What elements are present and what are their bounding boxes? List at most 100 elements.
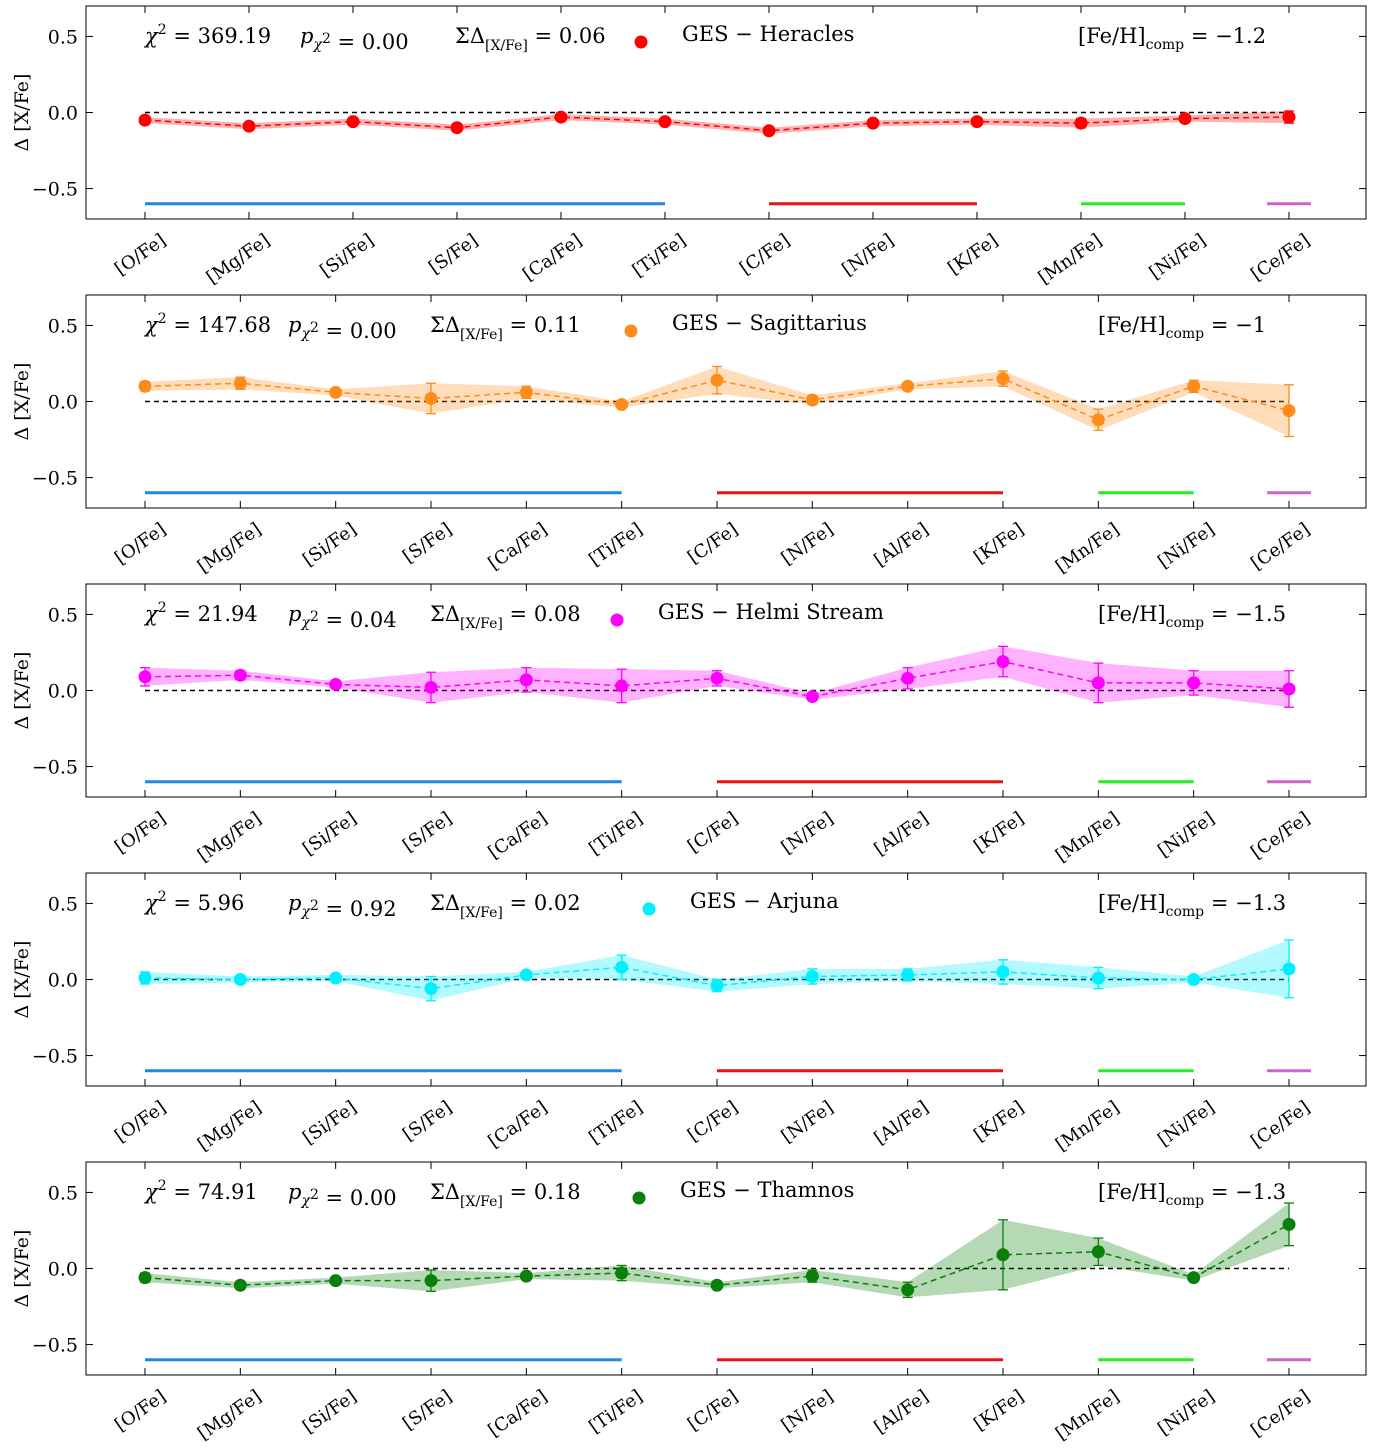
sum-symbol: ΣΔ [455,24,485,48]
data-point [762,124,776,138]
legend-marker [632,1191,646,1205]
data-point [138,113,152,127]
ytick-label: −0.5 [32,468,78,490]
sum-symbol: ΣΔ [430,602,460,626]
xtick-label: [Ce/Fe] [1247,808,1314,863]
feh-comp-annotation: [Fe/H]comp = −1.2 [1078,24,1266,53]
data-point [329,677,343,691]
data-point [1282,110,1296,124]
xtick-label: [Si/Fe] [316,230,377,282]
data-point [1091,971,1105,985]
xtick-label: [Ni/Fe] [1146,230,1210,284]
data-point [233,668,247,682]
sum-delta-value: 0.08 [534,602,581,626]
xtick-label: [C/Fe] [684,1386,742,1435]
data-point [615,960,629,974]
p-equals: = [319,319,350,343]
xtick-label: [K/Fe] [970,1097,1028,1146]
xtick-label: [S/Fe] [399,519,456,568]
xtick-label: [Si/Fe] [299,1386,360,1438]
data-point [1091,413,1105,427]
data-point [1282,1217,1296,1231]
feh-equals: = [1204,313,1235,337]
xtick-label: [N/Fe] [778,1386,838,1436]
legend-marker [642,902,656,916]
xtick-label: [K/Fe] [970,1386,1028,1435]
xtick-label: [Ca/Fe] [484,1097,551,1153]
feh-comp-annotation: [Fe/H]comp = −1.3 [1098,1180,1286,1209]
series-line [144,116,1290,132]
xtick-label: [Ti/Fe] [629,230,690,282]
ytick-label: 0.5 [48,1182,78,1204]
data-point [710,671,724,685]
sum-equals: = [528,24,559,48]
data-point [1187,676,1201,690]
xtick-label: [O/Fe] [111,1386,170,1436]
xtick-label: [K/Fe] [970,808,1028,857]
p-equals: = [319,1186,350,1210]
legend-marker [610,613,624,627]
xtick-label: [K/Fe] [970,519,1028,568]
feh-subscript: comp [1166,904,1205,920]
p-symbol: p [288,1180,301,1204]
sum-delta-annotation: ΣΔ[X/Fe] = 0.02 [430,891,581,921]
chi-equals: = [167,602,198,626]
p-subscript: χ [312,37,323,53]
p-subscript-exp: 2 [322,31,331,47]
xtick-label: [Mn/Fe] [1052,1386,1123,1445]
data-point [805,393,819,407]
p-subscript-exp: 2 [310,898,319,914]
xtick-label: [Ce/Fe] [1247,1386,1314,1441]
ytick-label: −0.5 [32,1046,78,1068]
chi-equals: = [167,1180,198,1204]
p-value-annotation: pχ2 = 0.00 [300,24,409,54]
xtick-label: [Al/Fe] [870,1097,932,1149]
xtick-label: [Mg/Fe] [194,808,265,867]
data-point [710,979,724,993]
data-point [615,679,629,693]
sum-equals: = [503,891,534,915]
xtick-label: [C/Fe] [684,808,742,857]
chi-squared-value: 369.19 [198,24,271,48]
data-point [615,398,629,412]
data-point [1282,404,1296,418]
legend-label: GES − Thamnos [680,1178,854,1202]
data-point [233,376,247,390]
legend-label: GES − Helmi Stream [658,600,884,624]
p-value-annotation: pχ2 = 0.00 [288,1180,397,1210]
xtick-label: [S/Fe] [399,1097,456,1146]
legend-marker [624,324,638,338]
sum-delta-value: 0.06 [559,24,606,48]
xtick-label: [N/Fe] [778,808,838,858]
data-point [424,1274,438,1288]
sum-delta-annotation: ΣΔ[X/Fe] = 0.11 [430,313,581,343]
feh-equals: = [1184,24,1215,48]
xtick-label: [Ce/Fe] [1247,230,1314,285]
p-value-annotation: pχ2 = 0.04 [288,602,397,632]
ytick-label: 0.5 [48,315,78,337]
xtick-label: [Mg/Fe] [194,1386,265,1445]
xtick-label: [O/Fe] [111,1097,170,1147]
xtick-label: [K/Fe] [944,230,1002,279]
sum-equals: = [503,313,534,337]
data-point [242,119,256,133]
chi-exponent: 2 [158,311,167,327]
xtick-label: [N/Fe] [778,519,838,569]
feh-subscript: comp [1146,37,1185,53]
feh-comp-annotation: [Fe/H]comp = −1.5 [1098,602,1286,631]
xtick-label: [C/Fe] [684,519,742,568]
xtick-label: [Mg/Fe] [194,519,265,578]
data-point [233,1278,247,1292]
sum-symbol: ΣΔ [430,1180,460,1204]
data-point [1091,676,1105,690]
data-point [1074,116,1088,130]
xtick-label: [Ce/Fe] [1247,519,1314,574]
xtick-label: [Ni/Fe] [1154,519,1218,573]
ytick-label: 0.0 [48,1259,78,1281]
xtick-label: [Al/Fe] [870,1386,932,1438]
xtick-label: [Ce/Fe] [1247,1097,1314,1152]
sum-subscript: [X/Fe] [460,616,503,632]
data-point [710,373,724,387]
xtick-label: [Ni/Fe] [1154,808,1218,862]
